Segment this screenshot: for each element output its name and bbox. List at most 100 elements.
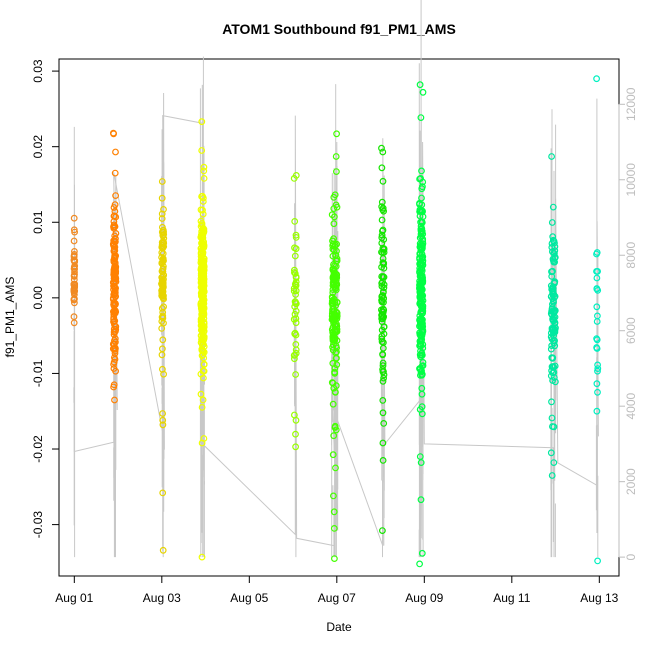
data-point <box>330 220 338 228</box>
y-tick-label: -0.01 <box>31 359 45 387</box>
data-point <box>378 198 386 206</box>
data-point <box>159 546 167 554</box>
data-point <box>332 153 340 160</box>
data-point <box>159 489 167 497</box>
data-point <box>200 367 208 375</box>
y2-tick-label: 6000 <box>624 317 638 344</box>
data-point <box>329 343 337 351</box>
data-point <box>160 257 167 265</box>
data-point <box>110 266 118 273</box>
data-point <box>419 323 427 330</box>
data-point <box>594 388 601 396</box>
data-point <box>380 246 388 254</box>
data-point <box>292 416 300 424</box>
x-tick-label: Aug 05 <box>230 591 268 605</box>
data-point <box>333 344 341 352</box>
data-point <box>418 351 426 359</box>
data-point <box>333 271 341 279</box>
data-point <box>332 314 340 322</box>
data-point <box>330 246 338 254</box>
data-point <box>71 258 79 266</box>
data-point <box>71 283 78 291</box>
data-point <box>110 295 117 303</box>
points-layer <box>70 75 602 568</box>
data-point <box>380 313 388 321</box>
data-point <box>378 164 386 172</box>
data-point <box>159 265 167 272</box>
data-point <box>198 293 206 301</box>
data-point <box>418 390 426 398</box>
data-point <box>292 443 300 451</box>
data-point <box>70 273 78 280</box>
data-point <box>111 396 118 404</box>
data-point <box>330 508 338 516</box>
data-point <box>291 266 298 274</box>
data-point <box>110 291 118 298</box>
data-point <box>111 309 119 317</box>
data-point <box>380 374 388 382</box>
data-point <box>198 273 206 281</box>
data-point <box>416 81 424 89</box>
data-point <box>551 253 559 261</box>
data-point <box>159 336 167 344</box>
data-point <box>333 168 340 176</box>
data-point <box>198 247 206 254</box>
data-point <box>331 422 339 430</box>
data-point <box>199 396 207 404</box>
data-point <box>111 237 119 245</box>
data-point <box>200 343 208 350</box>
data-point <box>198 227 206 235</box>
data-point <box>419 261 426 269</box>
data-point <box>419 183 426 191</box>
data-point <box>593 380 601 388</box>
data-point <box>378 239 386 247</box>
data-point <box>416 199 423 207</box>
data-point <box>198 221 206 229</box>
data-point <box>110 311 118 319</box>
data-point <box>417 218 425 226</box>
data-point <box>594 367 601 375</box>
data-point <box>110 221 118 229</box>
data-point <box>548 273 556 280</box>
data-point <box>379 148 387 156</box>
data-point <box>158 238 166 246</box>
data-point <box>330 525 338 532</box>
data-point <box>417 341 425 349</box>
data-point <box>550 459 558 467</box>
data-point <box>292 291 300 298</box>
data-point <box>593 285 601 293</box>
data-point <box>418 549 426 557</box>
data-point <box>379 278 387 286</box>
data-point <box>548 472 556 479</box>
data-point <box>110 329 118 336</box>
data-point <box>378 144 385 152</box>
data-point <box>111 201 119 209</box>
data-point <box>550 423 558 431</box>
data-point <box>379 359 387 367</box>
data-point <box>110 314 118 321</box>
data-point <box>158 210 166 218</box>
secondary-spikes-9 <box>595 98 599 558</box>
data-point <box>111 169 119 177</box>
data-point <box>199 242 207 250</box>
y2-tick-label: 4000 <box>624 393 638 420</box>
data-point <box>328 312 336 320</box>
data-point <box>200 360 208 368</box>
data-point <box>379 377 387 385</box>
data-point <box>379 305 387 313</box>
data-point <box>547 449 555 457</box>
data-point <box>160 243 168 250</box>
data-point <box>416 329 424 337</box>
data-point <box>111 287 119 295</box>
data-point <box>331 335 339 343</box>
data-point <box>419 207 426 215</box>
data-point <box>158 223 166 231</box>
data-point <box>200 335 208 342</box>
data-point <box>417 114 425 121</box>
data-point <box>110 331 118 339</box>
data-point <box>549 355 556 362</box>
data-point <box>198 147 206 154</box>
data-point <box>159 416 167 424</box>
data-point <box>198 118 206 126</box>
data-point <box>380 420 388 427</box>
